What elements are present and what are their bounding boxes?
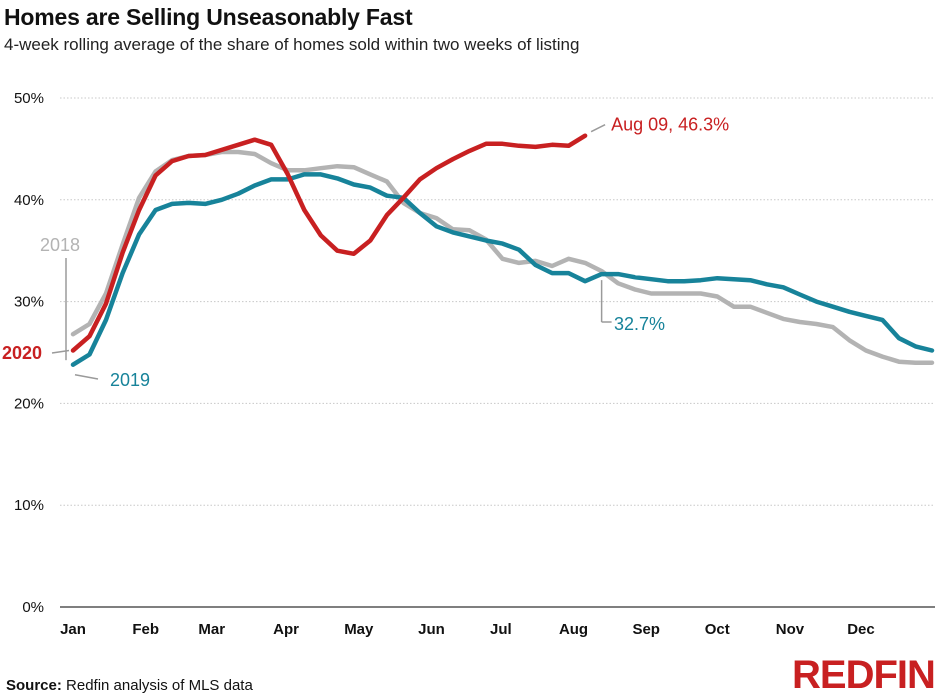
- source-note: Source: Redfin analysis of MLS data: [6, 677, 253, 694]
- y-tick-label: 30%: [14, 294, 44, 311]
- x-tick-label: Feb: [132, 621, 159, 638]
- x-tick-label: Apr: [273, 621, 299, 638]
- x-tick-label: Oct: [705, 621, 730, 638]
- x-tick-label: Jan: [60, 621, 86, 638]
- x-tick-label: Mar: [198, 621, 225, 638]
- y-tick-label: 0%: [22, 599, 44, 616]
- series-line-2018: [70, 149, 935, 365]
- series-line-2020: [70, 133, 588, 353]
- y-tick-label: 40%: [14, 192, 44, 209]
- annotation-end-value: Aug 09, 46.3%: [611, 115, 729, 135]
- source-text: Redfin analysis of MLS data: [61, 677, 253, 694]
- annotation-leader: [51, 349, 70, 354]
- y-tick-label: 10%: [14, 497, 44, 514]
- x-tick-label: May: [344, 621, 374, 638]
- series-line-2019: [70, 172, 935, 367]
- x-tick-label: Jul: [490, 621, 512, 638]
- x-tick-label: Jun: [418, 621, 445, 638]
- redfin-logo: REDFIN: [792, 653, 936, 697]
- y-tick-label: 50%: [14, 90, 44, 107]
- annotation-leader: [590, 123, 606, 133]
- x-tick-label: Sep: [632, 621, 660, 638]
- chart-subtitle: 4-week rolling average of the share of h…: [4, 35, 580, 54]
- annotation-2018-label: 2018: [40, 235, 80, 255]
- annotation-leader: [74, 373, 99, 380]
- annotation-2020-label: 2020: [2, 343, 42, 363]
- x-tick-label: Dec: [847, 621, 875, 638]
- x-tick-label: Nov: [776, 621, 805, 638]
- chart-title: Homes are Selling Unseasonably Fast: [4, 4, 413, 30]
- annotation-2019-label: 2019: [110, 370, 150, 390]
- annotation-2019-value: 32.7%: [614, 314, 665, 334]
- y-tick-label: 20%: [14, 395, 44, 412]
- source-label: Source:: [6, 677, 62, 694]
- x-tick-label: Aug: [559, 621, 588, 638]
